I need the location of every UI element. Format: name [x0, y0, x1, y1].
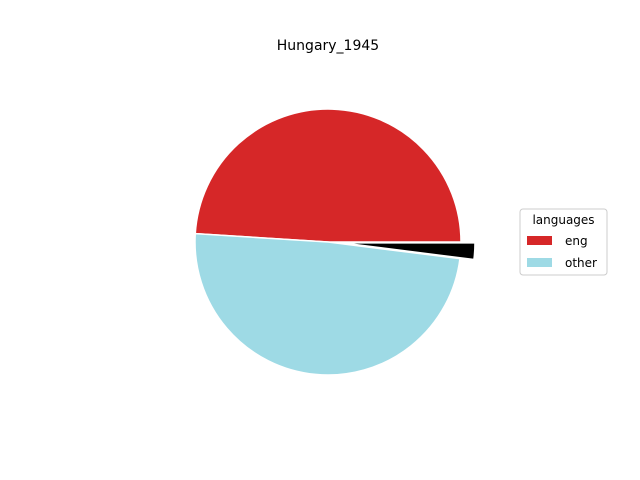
legend-title: languages [532, 213, 594, 227]
legend-swatch-eng [527, 236, 552, 245]
pie-slice-slice-2 [341, 242, 476, 261]
pie-slice-other [194, 232, 461, 376]
legend-label-eng: eng [565, 234, 588, 248]
legend-label-other: other [565, 256, 597, 270]
legend-swatch-other [527, 258, 552, 267]
pie-slices [194, 108, 476, 376]
pie-slice-eng [194, 108, 462, 243]
legend: languages eng other [519, 208, 608, 276]
chart-title: Hungary_1945 [277, 38, 379, 54]
